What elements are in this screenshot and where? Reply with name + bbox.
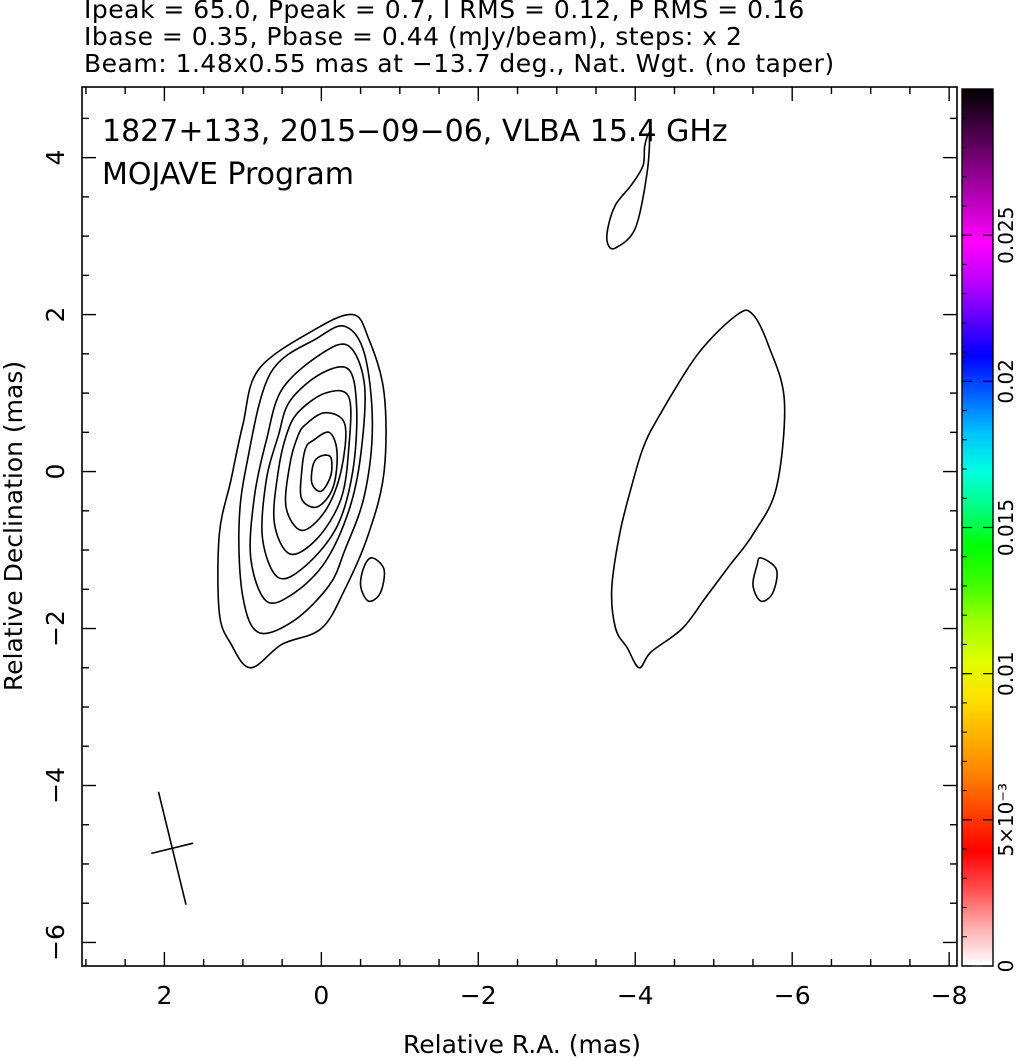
beam-marker — [151, 791, 194, 905]
x-tick-label: 2 — [156, 981, 172, 1010]
x-tick-label: −6 — [774, 981, 811, 1010]
beam-minor-axis — [151, 842, 194, 855]
contour-layer — [217, 132, 786, 669]
x-axis-label: Relative R.A. (mas) — [403, 1030, 641, 1059]
x-tick-label: −4 — [617, 981, 654, 1010]
polarization-contour-blob — [752, 557, 778, 603]
y-axis-label: Relative Declination (mas) — [0, 361, 28, 691]
colorbar-tick-label: 5×10⁻³ — [994, 783, 1018, 857]
y-tick-label: 0 — [41, 464, 70, 480]
polarization-contour-main — [610, 309, 786, 669]
colorbar-tick-label: 0.02 — [994, 359, 1018, 404]
header-line-2: Ibase = 0.35, Pbase = 0.44 (mJy/beam), s… — [84, 22, 743, 51]
stokes-i-contour-level-6 — [284, 411, 347, 532]
stokes-i-contour-level-2 — [238, 325, 374, 635]
x-tick-label: −2 — [460, 981, 497, 1010]
stokes-i-contour-level-8 — [310, 454, 333, 493]
y-tick-label: 2 — [41, 307, 70, 323]
y-tick-label: −4 — [41, 767, 70, 804]
stokes-i-contour-level-4 — [261, 365, 358, 580]
colorbar-tick-label: 0 — [994, 960, 1018, 973]
colorbar-tick-label: 0.015 — [994, 499, 1018, 556]
header-line-1: Ipeak = 65.0, Ppeak = 0.7, I RMS = 0.12,… — [84, 0, 805, 24]
plot-annotation-line-2: MOJAVE Program — [102, 157, 354, 192]
header-line-3: Beam: 1.48x0.55 mas at −13.7 deg., Nat. … — [84, 49, 835, 78]
stokes-i-contour-level-5 — [272, 389, 352, 556]
colorbar: 0 5×10⁻³ 0.01 0.015 0.02 0.025 — [961, 88, 1018, 973]
plot-annotation-line-1: 1827+133, 2015−09−06, VLBA 15.4 GHz — [102, 114, 728, 149]
stokes-i-contour-level-1 — [217, 313, 387, 669]
y-tick-label: −6 — [41, 924, 70, 961]
x-tick-label: 0 — [313, 981, 329, 1010]
stokes-i-contour-level-7 — [299, 431, 338, 509]
colorbar-tick-label: 0.01 — [994, 651, 1018, 696]
y-tick-label: 4 — [41, 150, 70, 166]
stokes-i-contour-blob — [359, 557, 386, 603]
colorbar-tick-label: 0.025 — [994, 207, 1018, 264]
plot-frame — [81, 86, 958, 967]
x-tick-label: −8 — [931, 981, 968, 1010]
plot-axes: 2 0 −2 −4 −6 −8 −6 −4 −2 0 2 4 — [41, 86, 968, 1010]
stokes-i-contour-level-3 — [249, 343, 366, 605]
polarization-contour-north — [606, 132, 651, 250]
y-tick-label: −2 — [41, 610, 70, 647]
